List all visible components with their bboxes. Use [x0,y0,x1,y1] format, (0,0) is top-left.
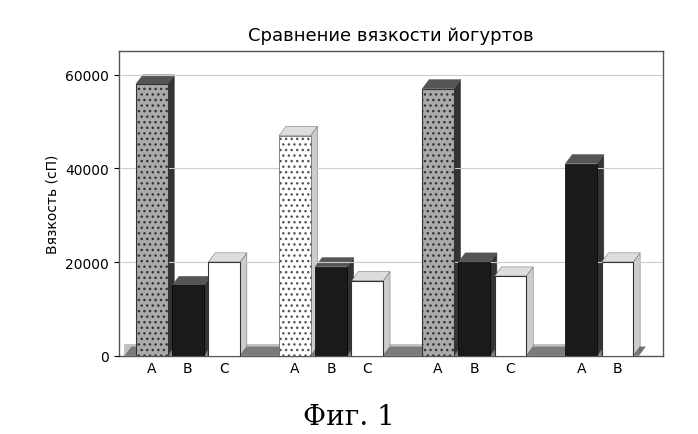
Polygon shape [168,76,174,356]
Polygon shape [526,267,533,356]
Bar [279,136,311,356]
Polygon shape [633,253,640,356]
Polygon shape [240,253,247,356]
Bar [565,164,597,356]
Bar [208,263,240,356]
Title: Сравнение вязкости йогуртов: Сравнение вязкости йогуртов [248,27,534,45]
Polygon shape [208,253,247,263]
Polygon shape [124,344,639,356]
Polygon shape [602,253,640,263]
Bar [352,281,383,356]
Polygon shape [315,258,354,267]
Polygon shape [597,155,604,356]
Polygon shape [279,127,318,136]
Polygon shape [124,347,646,356]
Polygon shape [459,253,497,263]
Bar [172,286,204,356]
Bar [459,263,490,356]
Polygon shape [311,127,318,356]
Bar [495,276,526,356]
Polygon shape [136,76,174,85]
Bar [422,89,454,356]
Polygon shape [422,80,461,89]
Bar [315,267,347,356]
Bar [602,263,633,356]
Polygon shape [172,276,211,286]
Polygon shape [454,80,461,356]
Polygon shape [204,276,211,356]
Y-axis label: Вязкость (сП): Вязкость (сП) [45,155,59,253]
Polygon shape [565,155,604,164]
Bar [136,85,168,356]
Polygon shape [347,258,354,356]
Polygon shape [352,272,390,281]
Polygon shape [495,267,533,276]
Polygon shape [383,272,390,356]
Polygon shape [490,253,497,356]
Text: Фиг. 1: Фиг. 1 [303,403,395,430]
